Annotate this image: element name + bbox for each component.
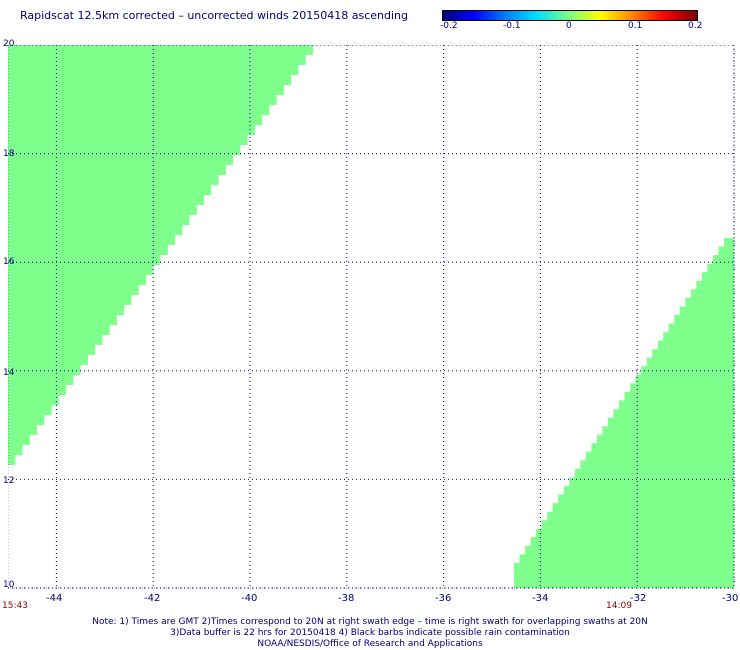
colorbar-label: 0.1 bbox=[628, 21, 643, 31]
lon-label: -44 bbox=[46, 593, 63, 604]
map-title: Rapidscat 12.5km corrected – uncorrected… bbox=[20, 9, 409, 22]
lat-label-10: 10 bbox=[3, 580, 15, 590]
colorbar-label: 0.2 bbox=[688, 21, 703, 31]
map-frame bbox=[8, 45, 735, 589]
wind-map bbox=[8, 45, 735, 589]
swath-left bbox=[8, 45, 313, 465]
lon-label: -42 bbox=[144, 593, 161, 604]
swath-time-left: 15:43 bbox=[2, 601, 28, 611]
colorbar-label: -0.2 bbox=[440, 21, 458, 31]
lon-label: -40 bbox=[241, 593, 258, 604]
footnote: Note: 1) Times are GMT 2)Times correspon… bbox=[0, 617, 740, 650]
footnote-line: Note: 1) Times are GMT 2)Times correspon… bbox=[92, 617, 648, 627]
colorbar-label: 0 bbox=[566, 21, 572, 31]
lat-label-20: 20 bbox=[3, 39, 15, 49]
lat-label-18: 18 bbox=[3, 149, 15, 159]
footnote-line: 3)Data buffer is 22 hrs for 20150418 4) … bbox=[170, 628, 570, 638]
footnote-line: NOAA/NESDIS/Office of Research and Appli… bbox=[257, 639, 483, 649]
swath-left-area bbox=[8, 45, 313, 465]
lat-label-12: 12 bbox=[3, 476, 15, 486]
lon-label: -34 bbox=[532, 593, 549, 604]
lon-label: -32 bbox=[630, 593, 647, 604]
lat-label-16: 16 bbox=[3, 257, 15, 267]
colorbar-label: -0.1 bbox=[503, 21, 521, 31]
colorbar bbox=[442, 10, 698, 21]
swath-time-right: 14:09 bbox=[606, 601, 632, 611]
lon-label: -36 bbox=[435, 593, 452, 604]
graticule bbox=[8, 45, 735, 589]
lat-label-14: 14 bbox=[3, 368, 15, 378]
swath-right-area bbox=[514, 238, 734, 588]
lon-label: -38 bbox=[338, 593, 355, 604]
swath-right bbox=[514, 238, 734, 588]
lon-label: -30 bbox=[722, 593, 739, 604]
